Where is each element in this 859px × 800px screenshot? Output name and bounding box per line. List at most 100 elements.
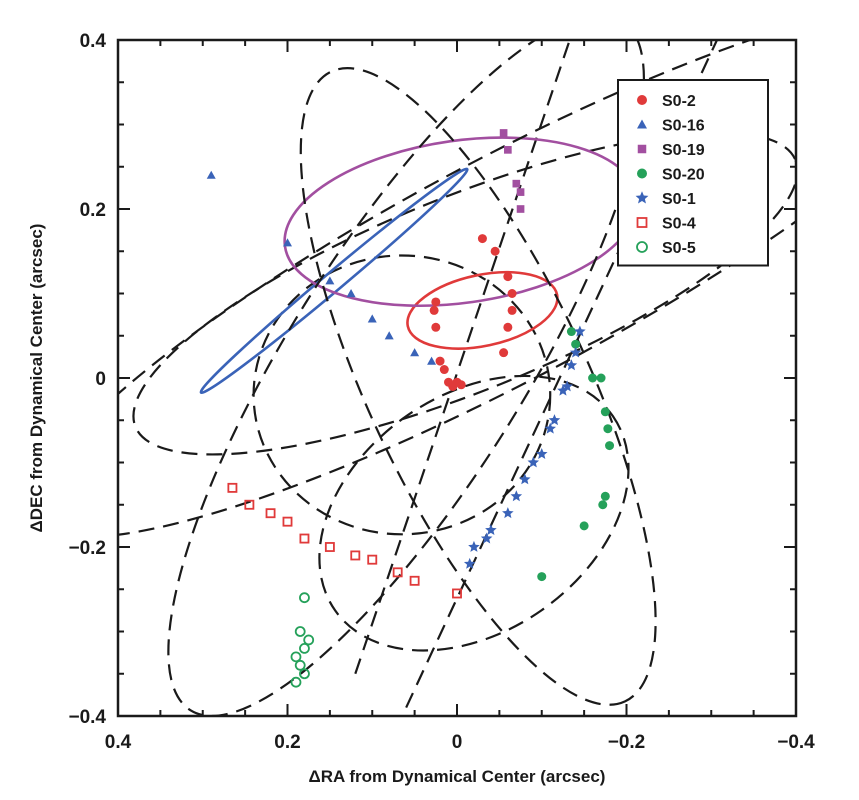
legend-label-s0-20: S0-20 — [662, 167, 705, 184]
data-point-s0-20 — [566, 327, 576, 337]
data-point-s0-2 — [503, 322, 513, 332]
legend-label-s0-5: S0-5 — [662, 240, 696, 257]
data-point-s0-19 — [516, 205, 525, 213]
orbit-s0-5 — [299, 67, 657, 706]
data-point-s0-20 — [600, 407, 610, 417]
data-point-s0-1 — [527, 456, 540, 468]
data-point-s0-4 — [227, 482, 238, 493]
y-tick-label: 0.4 — [80, 31, 107, 52]
data-point-s0-4 — [324, 542, 335, 552]
legend-label-s0-1: S0-1 — [662, 191, 696, 208]
legend-label-s0-19: S0-19 — [662, 142, 705, 159]
data-point-s0-20 — [579, 521, 589, 531]
y-tick-label: −0.2 — [68, 538, 106, 559]
x-tick-label: −0.2 — [608, 732, 646, 753]
x-tick-label: −0.4 — [777, 732, 815, 753]
data-point-s0-20 — [571, 339, 581, 349]
data-point-s0-2 — [431, 322, 441, 332]
data-point-s0-20 — [588, 373, 598, 383]
data-point-s0-1 — [569, 346, 582, 358]
data-point-s0-2 — [456, 380, 466, 390]
data-point-s0-16 — [206, 170, 216, 179]
data-point-s0-1 — [565, 359, 578, 371]
data-point-s0-20 — [596, 373, 606, 383]
orbit-s0-20 — [318, 374, 630, 652]
extra-orbit-1 — [132, 131, 796, 456]
legend-label-s0-4: S0-4 — [662, 216, 696, 233]
data-point-s0-16 — [346, 289, 356, 298]
data-point-s0-4 — [350, 550, 361, 561]
data-point-s0-19 — [516, 188, 525, 196]
y-tick-label: 0.2 — [80, 200, 106, 221]
x-tick-label: 0.2 — [274, 732, 300, 753]
data-point-s0-5 — [290, 651, 302, 663]
legend-marker-s0-5 — [636, 241, 648, 253]
data-point-s0-5 — [294, 659, 306, 671]
data-points — [206, 129, 615, 688]
data-point-s0-2 — [429, 305, 439, 315]
orbit-s0-4 — [118, 40, 796, 539]
data-point-s0-1 — [519, 473, 531, 485]
data-point-s0-2 — [431, 297, 441, 307]
data-point-s0-4 — [392, 567, 403, 578]
data-point-s0-2 — [477, 234, 487, 244]
data-point-s0-4 — [367, 554, 378, 565]
data-point-s0-16 — [427, 356, 437, 365]
y-tick-label: 0 — [95, 369, 106, 390]
legend-marker-s0-2 — [637, 95, 647, 105]
data-point-s0-2 — [507, 305, 517, 315]
axis-ticks — [117, 39, 797, 717]
data-point-s0-1 — [502, 507, 514, 519]
y-axis-label: ΔDEC from Dynamical Center (arcsec) — [27, 224, 46, 533]
data-point-s0-5 — [299, 592, 310, 604]
data-point-s0-2 — [444, 377, 454, 387]
data-point-s0-5 — [294, 626, 306, 637]
data-point-s0-4 — [265, 508, 276, 519]
data-point-s0-2 — [507, 289, 517, 298]
data-point-s0-20 — [603, 424, 613, 434]
data-point-s0-19 — [512, 179, 521, 188]
data-point-s0-1 — [485, 524, 497, 536]
data-point-s0-5 — [299, 668, 310, 680]
data-point-s0-16 — [410, 348, 420, 357]
data-point-s0-1 — [548, 414, 561, 426]
legend-label-s0-2: S0-2 — [662, 93, 696, 110]
legend-marker-s0-1 — [635, 191, 649, 204]
data-point-s0-4 — [299, 533, 310, 544]
data-point-s0-2 — [439, 365, 449, 375]
data-point-s0-1 — [468, 540, 480, 552]
orbit-s0-16 — [199, 167, 469, 395]
data-point-s0-2 — [490, 246, 500, 256]
data-point-s0-2 — [503, 272, 513, 282]
data-point-s0-16 — [325, 276, 335, 285]
data-point-s0-2 — [499, 348, 509, 358]
data-point-s0-20 — [537, 572, 547, 582]
legend: S0-2 S0-16 S0-19 S0-20 S0-1 S0-4 S0-5 — [617, 79, 769, 267]
data-point-s0-16 — [367, 314, 377, 323]
orbit-s0-2 — [406, 270, 559, 350]
data-point-s0-4 — [452, 588, 462, 599]
y-tick-label: −0.4 — [68, 707, 106, 728]
x-tick-label: 0.4 — [105, 732, 132, 753]
data-point-s0-1 — [480, 532, 493, 544]
data-point-s0-4 — [244, 499, 255, 510]
data-point-s0-5 — [303, 634, 315, 646]
x-axis-label: ΔRA from Dynamical Center (arcsec) — [309, 767, 606, 786]
tick-labels: 0.4 0.2 0 −0.2 −0.4 −0.4 −0.2 0 0.2 0.4 — [68, 31, 815, 753]
data-point-s0-1 — [535, 447, 548, 459]
data-point-s0-2 — [435, 356, 445, 366]
data-point-s0-19 — [499, 129, 508, 137]
data-point-s0-5 — [290, 676, 302, 688]
data-point-s0-1 — [463, 557, 476, 569]
data-point-s0-1 — [574, 325, 586, 337]
legend-marker-s0-19 — [637, 144, 647, 154]
data-point-s0-4 — [409, 575, 420, 586]
data-point-s0-1 — [557, 384, 569, 396]
data-point-s0-1 — [510, 490, 523, 502]
orbit-s0-1 — [167, 40, 646, 716]
legend-label-s0-16: S0-16 — [662, 118, 705, 135]
data-point-s0-5 — [299, 643, 310, 654]
data-point-s0-16 — [283, 238, 292, 247]
data-point-s0-19 — [504, 146, 512, 154]
legend-marker-s0-16 — [637, 119, 647, 129]
